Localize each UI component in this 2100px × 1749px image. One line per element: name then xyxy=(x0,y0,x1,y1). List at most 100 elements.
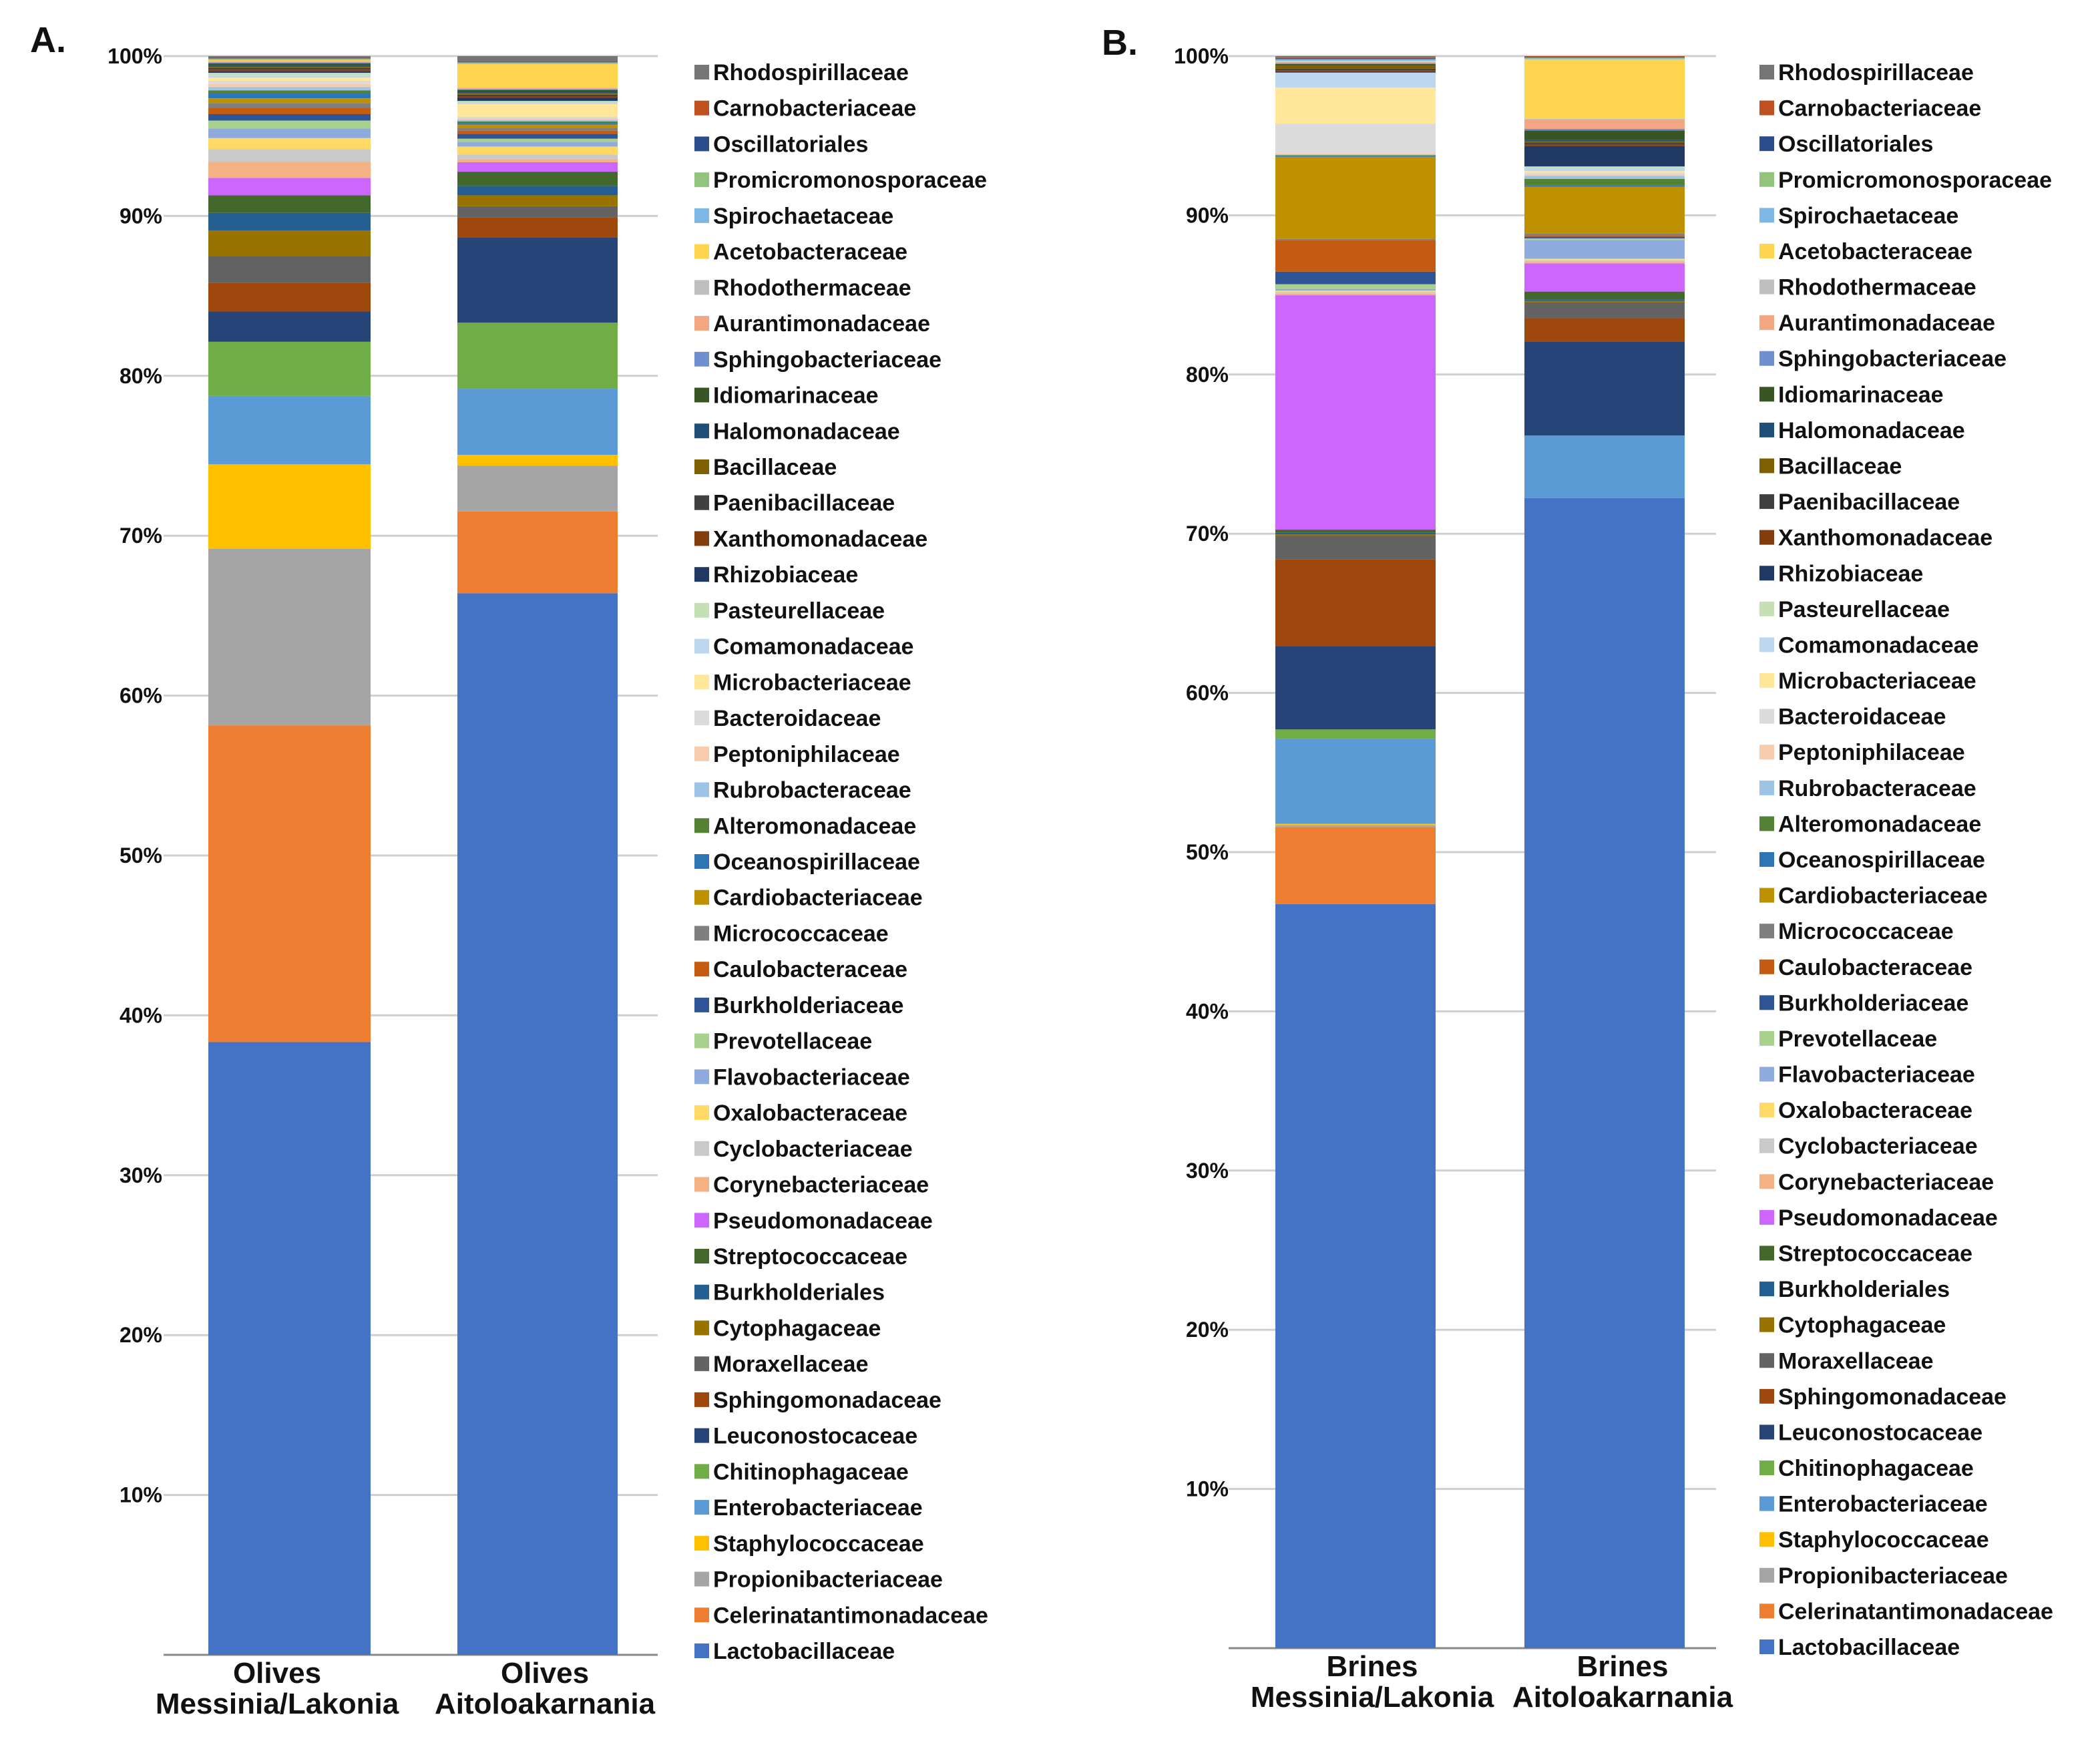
bar-segment xyxy=(457,102,618,104)
bar-segment xyxy=(208,341,371,396)
bar-segment xyxy=(1275,904,1436,1648)
legend-swatch xyxy=(1759,709,1774,724)
legend-swatch xyxy=(694,746,709,761)
legend-label: Idiomarinaceae xyxy=(713,383,879,409)
legend-label: Cyclobacteriaceae xyxy=(1778,1134,1978,1159)
legend-label: Rubrobacteraceae xyxy=(713,778,911,803)
legend-label: Rhizobiaceae xyxy=(713,562,858,588)
legend-swatch xyxy=(694,1141,709,1156)
bar-segment xyxy=(208,108,371,114)
category-label-line2: Aitoloakarnania xyxy=(1512,1681,1733,1714)
bar-segment xyxy=(208,63,371,65)
legend-swatch xyxy=(1759,1138,1774,1153)
legend-label: Halomonadaceae xyxy=(713,419,900,444)
legend-label: Enterobacteriaceae xyxy=(713,1495,923,1521)
bar-segment xyxy=(457,56,618,61)
legend-label: Moraxellaceae xyxy=(1778,1348,1934,1374)
legend-label: Micrococcaceae xyxy=(713,921,889,946)
legend-swatch xyxy=(694,1069,709,1085)
bar-segment xyxy=(1524,59,1685,119)
panel-label: B. xyxy=(1102,23,1138,63)
bar-segment xyxy=(1524,176,1685,179)
legend-swatch xyxy=(694,638,709,654)
bar-segment xyxy=(457,87,618,89)
legend-swatch xyxy=(694,1033,709,1048)
category-label-line1: Brines xyxy=(1577,1650,1669,1683)
legend-swatch xyxy=(1759,1461,1774,1476)
legend-label: Oxalobacteraceae xyxy=(1778,1098,1972,1123)
bar-segment xyxy=(1275,56,1436,58)
bar-segment xyxy=(457,511,618,594)
legend-swatch xyxy=(1759,852,1774,867)
bar-segment xyxy=(208,65,371,67)
legend-label: Streptococcaceae xyxy=(713,1244,907,1270)
bar-segment xyxy=(457,93,618,95)
legend-swatch xyxy=(1759,172,1774,187)
legend-swatch xyxy=(1759,1532,1774,1547)
bar-segment xyxy=(457,120,618,122)
legend-swatch xyxy=(1759,208,1774,223)
legend-label: Celerinatantimonadaceae xyxy=(1778,1599,2053,1624)
legend-swatch xyxy=(1759,924,1774,939)
legend-swatch xyxy=(1759,100,1774,116)
bar-segment xyxy=(457,593,618,1655)
chart-panel-0: A.10%20%30%40%50%60%70%80%90%100%OlivesM… xyxy=(30,20,988,1720)
bar-segment xyxy=(208,56,371,57)
bar-segment xyxy=(1275,59,1436,60)
legend-label: Pseudomonadaceae xyxy=(713,1208,933,1233)
bar-segment xyxy=(208,90,371,94)
bar-segment xyxy=(1275,154,1436,156)
legend-swatch xyxy=(1759,65,1774,79)
bar-segment xyxy=(457,63,618,64)
bar-segment xyxy=(1275,823,1436,825)
bar-segment xyxy=(208,98,371,104)
legend-label: Oxalobacteraceae xyxy=(713,1101,907,1126)
bar-segment xyxy=(1275,532,1436,535)
bar-segment xyxy=(1275,68,1436,71)
legend-swatch xyxy=(694,711,709,726)
bar-segment xyxy=(457,91,618,93)
legend-label: Burkholderiaceae xyxy=(1778,990,1968,1016)
legend-label: Alteromonadaceae xyxy=(713,813,916,839)
legend-label: Peptoniphilaceae xyxy=(713,742,900,767)
bar-segment xyxy=(1275,73,1436,88)
bar-segment xyxy=(457,130,618,134)
category-label-line1: Olives xyxy=(233,1657,321,1690)
bar-segment xyxy=(208,57,371,59)
legend-swatch xyxy=(694,351,709,367)
legend-swatch xyxy=(1759,1639,1774,1654)
bar-segment xyxy=(457,323,618,389)
y-tick-label: 20% xyxy=(120,1323,162,1347)
bar-segment xyxy=(457,63,618,88)
bar-segment xyxy=(208,282,371,312)
bar-segment xyxy=(208,77,371,81)
category-label-line1: Brines xyxy=(1327,1650,1418,1683)
legend-swatch xyxy=(1759,1496,1774,1511)
bar-segment xyxy=(208,395,371,465)
legend-label: Lactobacillaceae xyxy=(1778,1635,1960,1660)
bar-segment xyxy=(1524,258,1685,260)
y-tick-label: 90% xyxy=(1186,203,1229,227)
legend-swatch xyxy=(1759,1567,1774,1583)
legend-label: Corynebacteriaceae xyxy=(1778,1169,1994,1195)
bar-segment xyxy=(1275,271,1436,284)
bar-segment xyxy=(1524,240,1685,259)
legend-label: Comamonadaceae xyxy=(713,634,913,660)
legend-swatch xyxy=(694,423,709,439)
y-tick-label: 30% xyxy=(120,1163,162,1187)
legend-label: Sphingomonadaceae xyxy=(1778,1384,2007,1410)
legend-swatch xyxy=(1759,530,1774,545)
legend-label: Paenibacillaceae xyxy=(713,491,895,516)
legend-label: Sphingomonadaceae xyxy=(713,1388,941,1413)
legend-label: Prevotellaceae xyxy=(1778,1026,1937,1052)
bar-segment xyxy=(208,66,371,68)
legend-swatch xyxy=(1759,243,1774,258)
legend-label: Burkholderiales xyxy=(713,1280,885,1306)
y-tick-label: 60% xyxy=(120,684,162,708)
bar-segment xyxy=(1275,559,1436,646)
bar-segment xyxy=(457,162,618,172)
legend-swatch xyxy=(694,1535,709,1551)
legend-label: Bacillaceae xyxy=(713,455,837,480)
bar-segment xyxy=(208,120,371,129)
bar-segment xyxy=(208,212,371,230)
